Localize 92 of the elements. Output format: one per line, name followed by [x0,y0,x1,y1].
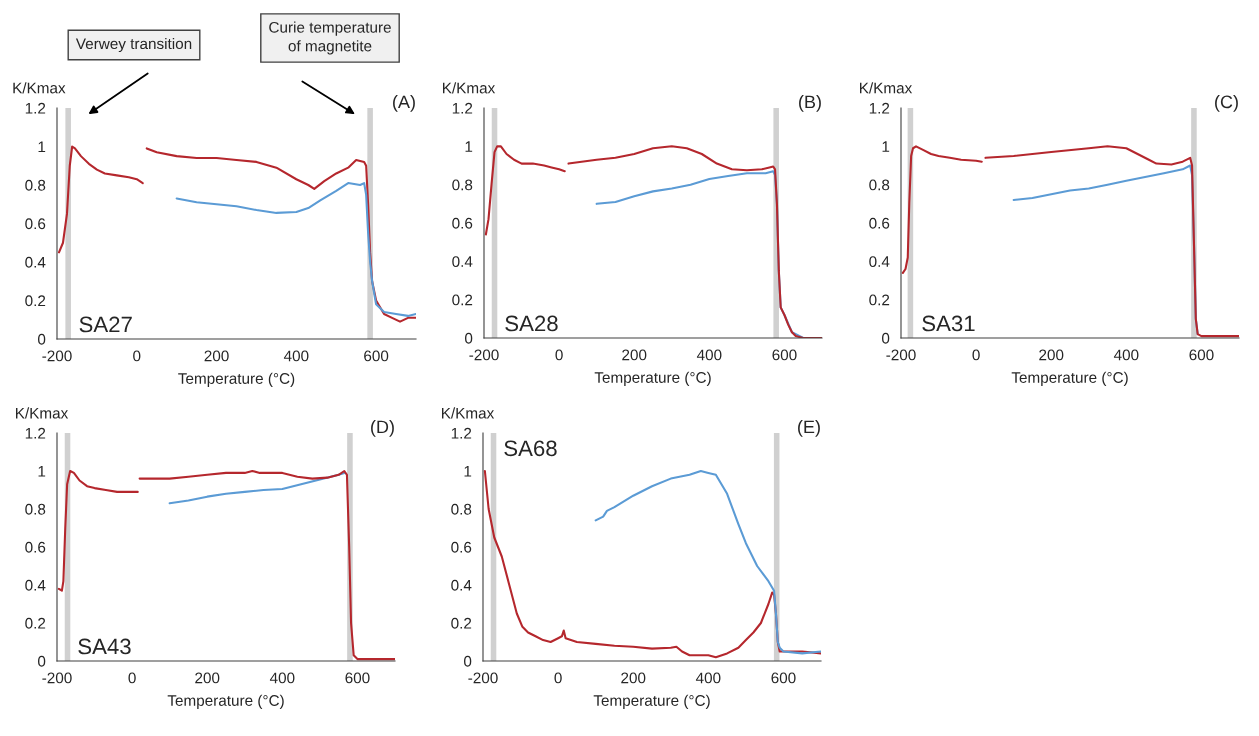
annotation: SA27 [79,316,132,333]
line-series [145,147,416,323]
annotation: SA31 [922,315,975,332]
y-tick-label: 0.6 [869,217,890,229]
x-tick-label: 600 [345,672,370,684]
y-axis-title: K/Kmax [442,407,495,419]
x-tick-label: 400 [269,672,295,684]
y-tick-label: 0.2 [25,617,46,629]
line-series [901,145,983,274]
y-tick-label: 0 [881,332,890,344]
x-axis-title: Temperature (°C) [594,371,711,386]
line-series [984,145,1239,338]
y-tick-label: 1.2 [25,102,46,114]
x-tick-label: 400 [1113,349,1139,361]
x-axis-title: Temperature (°C) [1011,371,1128,386]
y-axis-title: K/Kmax [13,82,66,94]
x-tick-label: 0 [972,349,980,361]
x-tick-label: -200 [886,349,916,361]
x-tick-label: 0 [133,350,141,362]
x-tick-label: 200 [622,349,647,361]
x-tick-label: -200 [42,350,72,362]
x-tick-label: 0 [554,672,562,684]
y-tick-label: 1 [38,141,46,153]
annotation: (C) [1215,94,1238,112]
line-series [138,469,395,661]
y-tick-label: 0.8 [25,503,46,515]
x-axis-title: Temperature (°C) [178,372,295,387]
y-axis-title: K/Kmax [443,82,496,94]
y-axis-title: K/Kmax [16,407,69,419]
x-tick-label: 600 [772,349,797,361]
y-tick-label: 0.2 [452,294,473,306]
y-tick-label: 1.2 [869,102,890,114]
x-tick-label: 200 [621,672,646,684]
y-tick-label: 0.4 [869,256,890,268]
y-tick-label: 0.6 [25,541,46,553]
x-tick-label: 600 [1189,349,1214,361]
y-tick-label: 0.6 [25,218,46,230]
y-tick-label: 1.2 [452,102,473,114]
y-tick-label: 1 [38,466,46,477]
x-axis-title: Temperature (°C) [593,694,710,709]
annotation: (E) [798,420,820,437]
line-series [484,145,566,236]
y-tick-label: 0.2 [25,295,46,307]
y-tick-label: 0 [37,655,46,667]
annotation: SA43 [78,638,131,655]
y-tick-label: 1 [465,141,473,152]
x-tick-label: 0 [555,349,563,361]
y-tick-label: 0.4 [452,256,473,268]
y-tick-label: 0.8 [451,503,472,515]
y-tick-label: 0.8 [452,179,473,191]
x-tick-label: 0 [128,672,136,684]
y-tick-label: 0.2 [451,617,472,629]
x-tick-label: 200 [1039,349,1064,361]
x-tick-label: -200 [468,672,498,684]
line-series [168,471,346,505]
x-tick-label: -200 [42,672,72,684]
y-tick-label: 0.8 [25,179,46,191]
y-tick-label: 0.2 [869,294,890,306]
y-tick-label: 1 [882,141,890,152]
y-tick-label: 0.4 [25,579,46,591]
x-tick-label: 600 [771,672,796,684]
x-tick-label: 200 [195,672,220,684]
text: Curie temperature of magnetite [269,21,391,55]
y-tick-label: 0 [37,333,46,345]
text: Verwey transition [75,37,192,53]
y-tick-label: 0.4 [25,256,46,268]
annotation: SA28 [505,315,558,332]
x-tick-label: 400 [695,672,721,684]
x-tick-label: 400 [696,349,722,361]
y-tick-label: 1.2 [25,427,46,439]
y-tick-label: 0.4 [451,579,472,591]
y-tick-label: 0.6 [451,541,472,553]
y-tick-label: 0 [464,332,473,344]
x-tick-label: 600 [364,350,389,362]
x-tick-label: -200 [469,349,499,361]
x-tick-label: 400 [283,350,309,362]
annotation: (B) [799,94,821,112]
y-tick-label: 1 [464,466,472,477]
y-axis-title: K/Kmax [860,82,913,94]
annotation: (D) [371,420,394,437]
line-series [175,182,416,317]
x-axis-title: Temperature (°C) [167,694,284,709]
y-tick-label: 1.2 [451,427,472,439]
x-tick-label: 200 [204,350,229,362]
line-series [57,469,139,592]
y-tick-label: 0.6 [452,217,473,229]
y-tick-label: 0 [463,655,472,667]
line-series [594,469,821,655]
annotation: (A) [393,94,415,112]
annotation: SA68 [504,440,557,457]
line-series [57,145,144,254]
y-tick-label: 0.8 [869,179,890,191]
